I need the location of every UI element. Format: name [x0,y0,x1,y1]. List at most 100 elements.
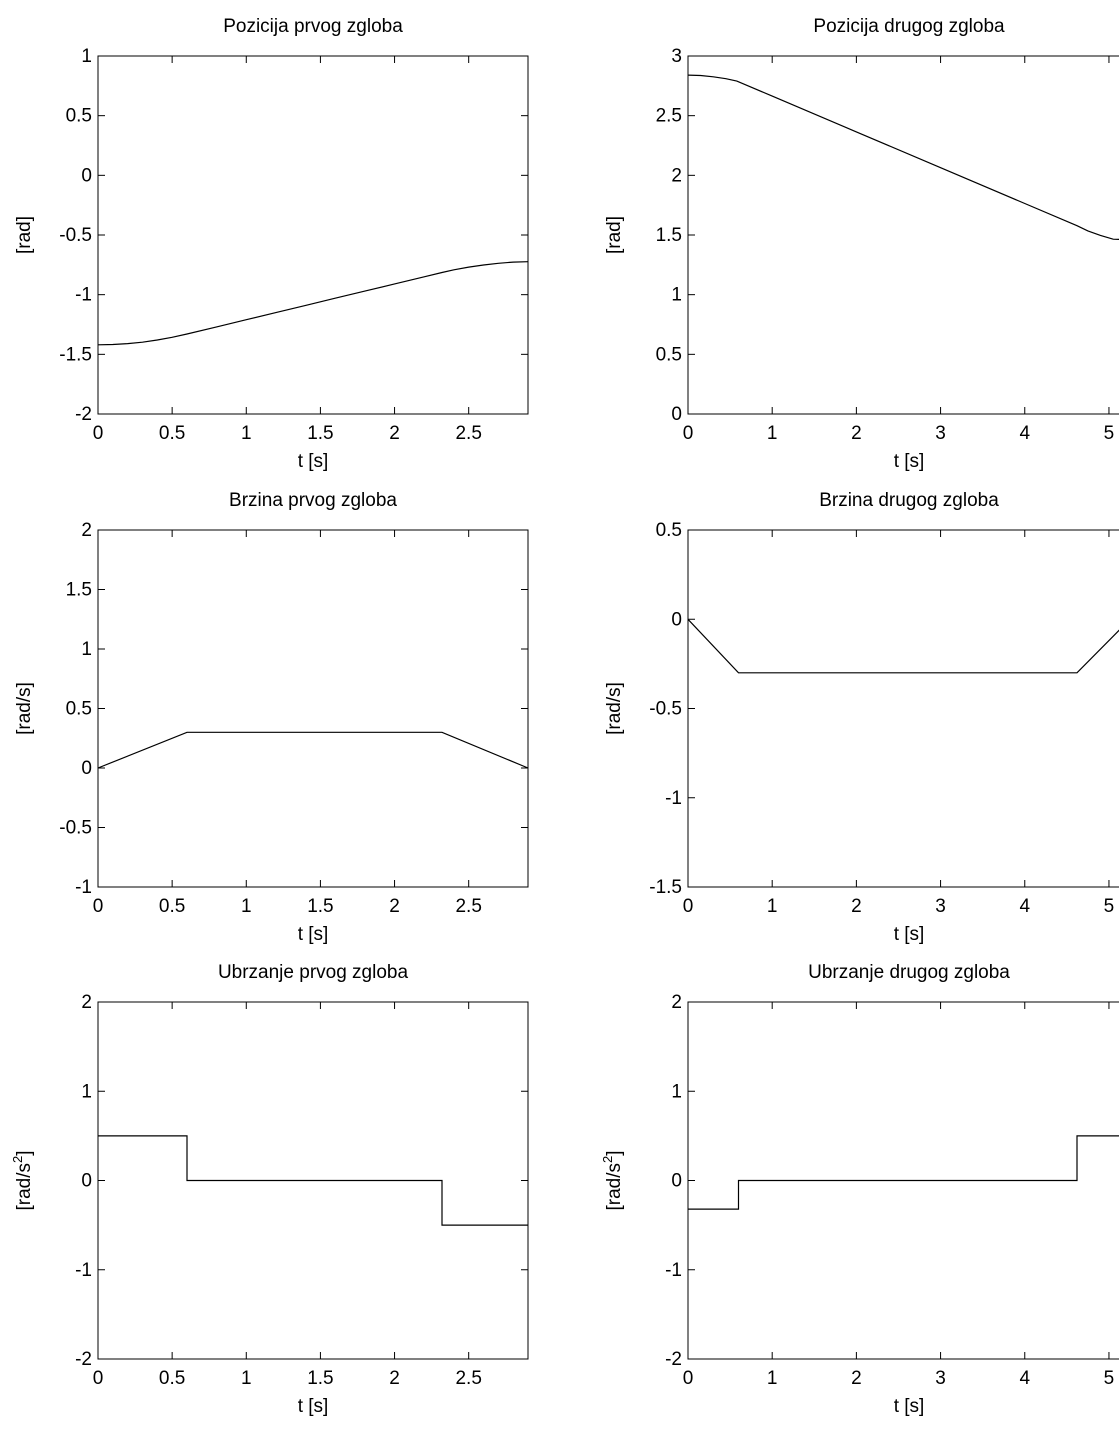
x-tick-label: 0 [93,423,104,444]
y-axis-label: [rad] [604,216,625,254]
y-tick-label: 0 [81,1171,92,1192]
y-tick-label: 1 [671,1081,682,1102]
series-line-1 [687,618,1119,674]
y-tick-label: 1.5 [656,225,682,246]
y-tick-label: -2 [665,1349,682,1370]
y-tick-label: 0.5 [66,699,92,720]
y-tick-label: 0 [671,404,682,425]
x-tick-label: 4 [1019,896,1030,917]
x-tick-label: 5 [1104,1368,1115,1389]
y-tick-label: 1 [81,639,92,660]
y-tick-label: 0 [671,1171,682,1192]
x-tick-label: 0.5 [159,423,185,444]
y-tick-label: 0.5 [656,344,682,365]
y-tick-label: 0.5 [656,520,682,541]
x-tick-label: 0 [683,896,694,917]
x-axis-label: t [s] [894,451,925,472]
chart-title: Pozicija prvog zgloba [223,16,403,37]
y-tick-label: 2 [671,165,682,186]
chart-panel-4: 0 1 2 3 4 5 -1.5 -1 -0.5 0 0.5 Brzina drugog zgloba… [604,490,1119,945]
x-tick-label: 2.5 [455,896,481,917]
plot-area [97,55,529,415]
y-tick-label: -2 [75,1349,92,1370]
y-tick-label: -1 [665,788,682,809]
y-tick-label: 1 [81,1081,92,1102]
y-tick-label: 2.5 [656,106,682,127]
y-tick-label: 1.5 [66,580,92,601]
y-tick-label: 0 [671,609,682,630]
x-tick-label: 0.5 [159,896,185,917]
x-tick-label: 0 [683,423,694,444]
x-tick-label: 5 [1104,423,1115,444]
y-tick-label: 1 [671,285,682,306]
y-tick-label: 0 [81,758,92,779]
x-axis-label: t [s] [894,1396,925,1417]
chart-title: Ubrzanje prvog zgloba [218,962,409,983]
y-axis-label-superscript: 2 [600,1156,615,1163]
y-axis-label-superscript: 2 [10,1156,25,1163]
y-axis-label: [rad/s] [604,682,625,735]
y-tick-label: 0 [81,165,92,186]
x-tick-label: 0.5 [159,1368,185,1389]
chart-title: Ubrzanje drugog zgloba [808,962,1010,983]
chart-title: Brzina drugog zgloba [819,490,999,511]
x-tick-label: 1 [767,896,778,917]
x-tick-label: 0 [683,1368,694,1389]
x-axis-label: t [s] [298,1396,329,1417]
x-tick-label: 1 [241,896,252,917]
y-tick-label: -1 [665,1260,682,1281]
x-tick-label: 3 [935,423,946,444]
y-tick-label: 2 [671,992,682,1013]
series-line-1 [97,731,529,769]
x-tick-label: 2.5 [455,423,481,444]
x-tick-label: 5 [1104,896,1115,917]
y-axis-label: [rad] [14,216,35,254]
chart-panel-1: 0 0.5 1 1.5 2 2.5 -2 -1.5 -1 -0.5 0 0.5 1 Pozicija pr… [14,16,529,472]
series-line-1 [97,261,529,346]
x-tick-label: 1.5 [307,1368,333,1389]
y-axis-label-end: ] [14,1150,35,1155]
y-tick-label: 1 [81,46,92,67]
y-tick-label: -1 [75,877,92,898]
x-axis-label: t [s] [894,924,925,945]
y-tick-label: -0.5 [59,818,92,839]
series-line-1 [98,1135,528,1226]
x-tick-label: 2 [389,423,400,444]
y-axis-label: [rad/s2] [10,1150,35,1210]
y-tick-label: -1 [75,1260,92,1281]
y-tick-label: -1 [75,285,92,306]
y-tick-label: -2 [75,404,92,425]
y-tick-label: -1.5 [59,344,92,365]
x-tick-label: 4 [1019,1368,1030,1389]
chart-title: Pozicija drugog zgloba [813,16,1005,37]
plot-area [97,529,529,888]
x-tick-label: 2 [389,1368,400,1389]
x-tick-label: 2 [389,896,400,917]
y-axis-label: [rad/s2] [600,1150,625,1210]
y-tick-label: -1.5 [649,877,682,898]
x-tick-label: 1.5 [307,423,333,444]
y-tick-label: 0.5 [66,106,92,127]
plot-area [687,529,1119,888]
series-line-1 [687,74,1119,241]
chart-title: Brzina prvog zgloba [229,490,397,511]
x-tick-label: 2.5 [455,1368,481,1389]
chart-panel-2: 0 1 2 3 4 5 0 0.5 1 1.5 2 2.5 3 Pozicija drugog zglob… [604,16,1119,472]
x-tick-label: 3 [935,896,946,917]
x-tick-label: 2 [851,423,862,444]
x-tick-label: 3 [935,1368,946,1389]
x-axis-label: t [s] [298,451,329,472]
x-tick-label: 2 [851,1368,862,1389]
y-axis-label: [rad/s] [14,682,35,735]
y-tick-label: 2 [81,520,92,541]
x-tick-label: 1 [241,1368,252,1389]
y-tick-label: 2 [81,992,92,1013]
x-axis-label: t [s] [298,924,329,945]
y-tick-label: -0.5 [649,699,682,720]
x-tick-label: 1.5 [307,896,333,917]
x-tick-label: 1 [767,423,778,444]
x-tick-label: 1 [767,1368,778,1389]
plot-area [687,55,1119,415]
y-tick-label: -0.5 [59,225,92,246]
